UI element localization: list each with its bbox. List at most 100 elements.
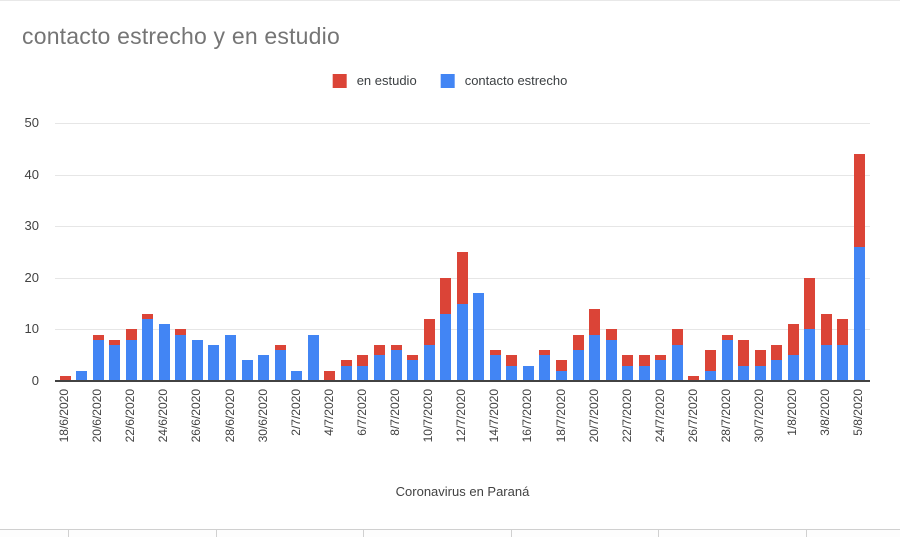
bar[interactable] (688, 375, 700, 381)
bar[interactable] (225, 334, 236, 381)
bar[interactable] (837, 319, 849, 381)
bar[interactable] (754, 350, 766, 381)
bar[interactable] (721, 334, 733, 381)
bar-segment-contacto-estrecho[interactable] (473, 293, 485, 381)
bar[interactable] (258, 355, 270, 381)
bar[interactable] (390, 344, 402, 381)
bar[interactable] (76, 370, 88, 381)
bar-segment-contacto-estrecho[interactable] (638, 365, 650, 381)
bar-segment-contacto-estrecho[interactable] (837, 344, 849, 381)
bar[interactable] (191, 339, 203, 381)
bar[interactable] (820, 313, 832, 381)
bar[interactable] (324, 370, 336, 381)
bar-segment-en-estudio[interactable] (837, 319, 849, 345)
bar-segment-contacto-estrecho[interactable] (208, 344, 220, 381)
bar[interactable] (357, 355, 369, 381)
bar-segment-en-estudio[interactable] (804, 277, 816, 330)
bar-segment-contacto-estrecho[interactable] (225, 334, 236, 381)
bar[interactable] (373, 344, 385, 381)
bar[interactable] (59, 375, 71, 381)
bar-segment-contacto-estrecho[interactable] (191, 339, 203, 381)
bar[interactable] (274, 344, 286, 381)
bar-segment-en-estudio[interactable] (721, 334, 733, 340)
bar-segment-en-estudio[interactable] (92, 334, 104, 340)
bar-segment-contacto-estrecho[interactable] (357, 365, 369, 381)
bar-segment-contacto-estrecho[interactable] (589, 334, 601, 381)
bar-segment-contacto-estrecho[interactable] (440, 313, 452, 381)
bar-segment-contacto-estrecho[interactable] (820, 344, 832, 381)
bar-segment-contacto-estrecho[interactable] (241, 360, 253, 381)
bar[interactable] (638, 355, 650, 381)
bar-segment-contacto-estrecho[interactable] (109, 344, 121, 381)
bar[interactable] (589, 308, 601, 381)
bar[interactable] (307, 334, 319, 381)
bar-segment-en-estudio[interactable] (539, 350, 551, 356)
bar[interactable] (241, 360, 253, 381)
bar[interactable] (771, 344, 783, 381)
bar-segment-en-estudio[interactable] (655, 355, 667, 361)
bar-segment-en-estudio[interactable] (125, 329, 137, 340)
bar-segment-contacto-estrecho[interactable] (423, 344, 435, 381)
bar-segment-contacto-estrecho[interactable] (76, 370, 88, 381)
bar[interactable] (572, 334, 584, 381)
bar-segment-contacto-estrecho[interactable] (771, 360, 783, 381)
bar-segment-en-estudio[interactable] (738, 339, 750, 366)
bar[interactable] (440, 277, 452, 381)
bar-segment-en-estudio[interactable] (440, 277, 452, 314)
bar-segment-contacto-estrecho[interactable] (853, 246, 865, 381)
bar-segment-en-estudio[interactable] (622, 355, 634, 366)
bar-segment-contacto-estrecho[interactable] (307, 334, 319, 381)
bar-segment-contacto-estrecho[interactable] (175, 334, 187, 381)
bar[interactable] (125, 329, 137, 381)
bar-segment-contacto-estrecho[interactable] (390, 350, 402, 381)
bar-segment-en-estudio[interactable] (688, 375, 700, 381)
bar[interactable] (506, 355, 518, 381)
bar-segment-en-estudio[interactable] (638, 355, 650, 366)
bar-segment-en-estudio[interactable] (771, 344, 783, 361)
bar-segment-en-estudio[interactable] (572, 334, 584, 351)
bar-segment-contacto-estrecho[interactable] (258, 355, 270, 381)
bar-segment-contacto-estrecho[interactable] (605, 339, 617, 381)
bar[interactable] (423, 319, 435, 381)
bar-segment-en-estudio[interactable] (754, 350, 766, 366)
bar-segment-en-estudio[interactable] (340, 360, 352, 366)
bar-segment-contacto-estrecho[interactable] (804, 329, 816, 381)
bar-segment-contacto-estrecho[interactable] (142, 319, 154, 381)
bar-segment-contacto-estrecho[interactable] (655, 360, 667, 381)
bar-segment-contacto-estrecho[interactable] (572, 350, 584, 381)
bar[interactable] (456, 252, 468, 381)
bar-segment-contacto-estrecho[interactable] (373, 355, 385, 381)
bar-segment-contacto-estrecho[interactable] (158, 324, 170, 381)
bar-segment-en-estudio[interactable] (59, 375, 71, 381)
bar[interactable] (473, 293, 485, 381)
bar[interactable] (158, 324, 170, 381)
bar-segment-contacto-estrecho[interactable] (754, 365, 766, 381)
bar[interactable] (655, 355, 667, 381)
bar-segment-en-estudio[interactable] (506, 355, 518, 366)
bar-segment-en-estudio[interactable] (357, 355, 369, 366)
bar[interactable] (92, 334, 104, 381)
bar-segment-en-estudio[interactable] (787, 324, 799, 356)
bar-segment-contacto-estrecho[interactable] (456, 303, 468, 381)
bar[interactable] (208, 344, 220, 381)
bar-segment-contacto-estrecho[interactable] (291, 370, 303, 381)
bar-segment-en-estudio[interactable] (853, 153, 865, 247)
bar-segment-contacto-estrecho[interactable] (407, 360, 419, 381)
bar[interactable] (556, 360, 567, 381)
bar-segment-contacto-estrecho[interactable] (787, 355, 799, 381)
bar-segment-en-estudio[interactable] (142, 313, 154, 320)
bar[interactable] (539, 350, 551, 381)
bar[interactable] (671, 329, 683, 381)
bar-segment-en-estudio[interactable] (671, 329, 683, 345)
bar[interactable] (109, 339, 121, 381)
bar-segment-en-estudio[interactable] (704, 350, 716, 371)
bar-segment-contacto-estrecho[interactable] (274, 350, 286, 381)
bar[interactable] (853, 153, 865, 381)
bar-segment-contacto-estrecho[interactable] (539, 355, 551, 381)
bar[interactable] (738, 339, 750, 381)
bar-segment-en-estudio[interactable] (407, 355, 419, 361)
bar-segment-en-estudio[interactable] (423, 319, 435, 345)
bar-segment-contacto-estrecho[interactable] (738, 365, 750, 381)
bar[interactable] (622, 355, 634, 381)
bar[interactable] (175, 329, 187, 381)
